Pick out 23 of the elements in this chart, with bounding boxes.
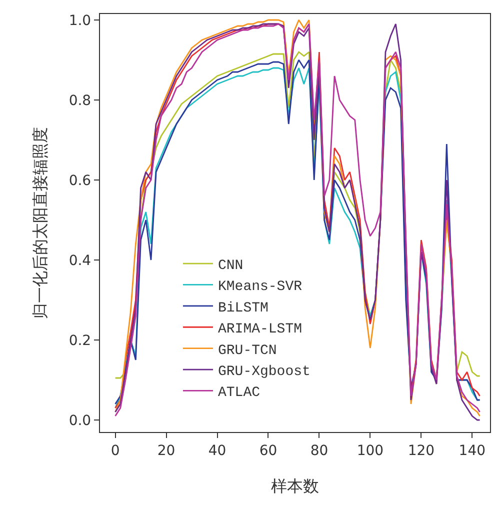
- x-tick-label: 40: [208, 442, 226, 459]
- y-tick-label: 0.4: [68, 252, 92, 269]
- y-tick-label: 0.8: [68, 92, 92, 109]
- legend-label: KMeans-SVR: [218, 279, 303, 296]
- legend-label: ARIMA-LSTM: [218, 322, 302, 338]
- legend-label: BiLSTM: [218, 300, 268, 316]
- legend-label: GRU-TCN: [218, 342, 277, 359]
- y-axis-title: 归一化后的太阳直接辐照度: [32, 127, 50, 319]
- legend-label: CNN: [218, 258, 244, 274]
- x-tick-label: 80: [310, 442, 328, 459]
- x-axis-title: 样本数: [271, 478, 319, 496]
- legend-label: GRU-Xgboost: [218, 364, 310, 380]
- x-tick-label: 0: [110, 442, 120, 459]
- legend-label: ATLAC: [218, 385, 260, 402]
- y-tick-label: 0.0: [68, 412, 92, 429]
- y-tick-label: 0.6: [68, 172, 92, 189]
- y-tick-label: 0.2: [68, 332, 92, 349]
- x-tick-label: 60: [259, 442, 278, 459]
- y-tick-label: 1.0: [68, 12, 92, 29]
- x-tick-label: 140: [458, 442, 486, 459]
- x-tick-label: 120: [408, 442, 435, 459]
- x-tick-label: 100: [356, 442, 384, 459]
- x-tick-label: 20: [157, 442, 176, 459]
